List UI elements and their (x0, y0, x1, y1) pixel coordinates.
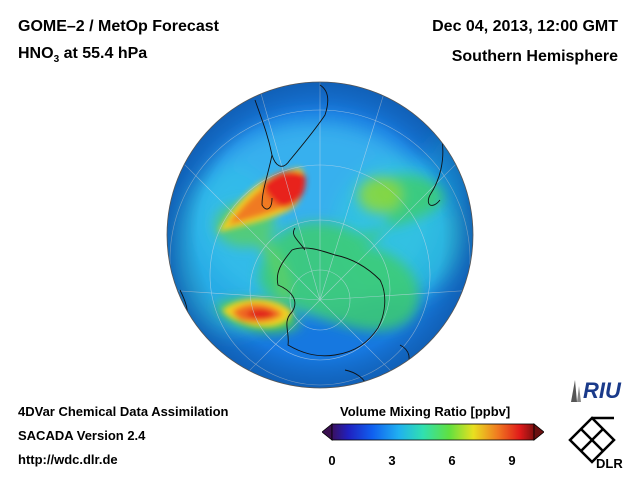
colorbar-tick: 6 (448, 453, 456, 468)
colorbar (322, 423, 544, 441)
region-label: Southern Hemisphere (451, 48, 618, 65)
colorbar-tick: 9 (508, 453, 516, 468)
version-label: SACADA Version 2.4 (18, 428, 146, 443)
riu-logo-text: RIU (583, 378, 622, 403)
species-subscript: 3 (53, 54, 60, 66)
dlr-logo: DLR (568, 416, 623, 470)
colorbar-tick: 0 (328, 453, 336, 468)
pressure-level: at 55.4 hPa (59, 45, 148, 62)
map-title: GOME–2 / MetOp Forecast (18, 18, 219, 35)
riu-logo: RIU (571, 378, 622, 403)
colorbar-label: Volume Mixing Ratio [ppbv] (340, 404, 511, 419)
dlr-logo-text: DLR (596, 456, 623, 470)
species-name: HNO (18, 45, 54, 62)
method-label: 4DVar Chemical Data Assimilation (18, 404, 229, 419)
species-level-label: HNO3 at 55.4 hPa (18, 45, 147, 65)
website-link[interactable]: http://wdc.dlr.de (18, 452, 118, 467)
colorbar-tick: 3 (388, 453, 396, 468)
forecast-datetime: Dec 04, 2013, 12:00 GMT (432, 18, 618, 35)
colorbar-max-arrow (533, 423, 544, 441)
colorbar-min-arrow (322, 423, 333, 441)
